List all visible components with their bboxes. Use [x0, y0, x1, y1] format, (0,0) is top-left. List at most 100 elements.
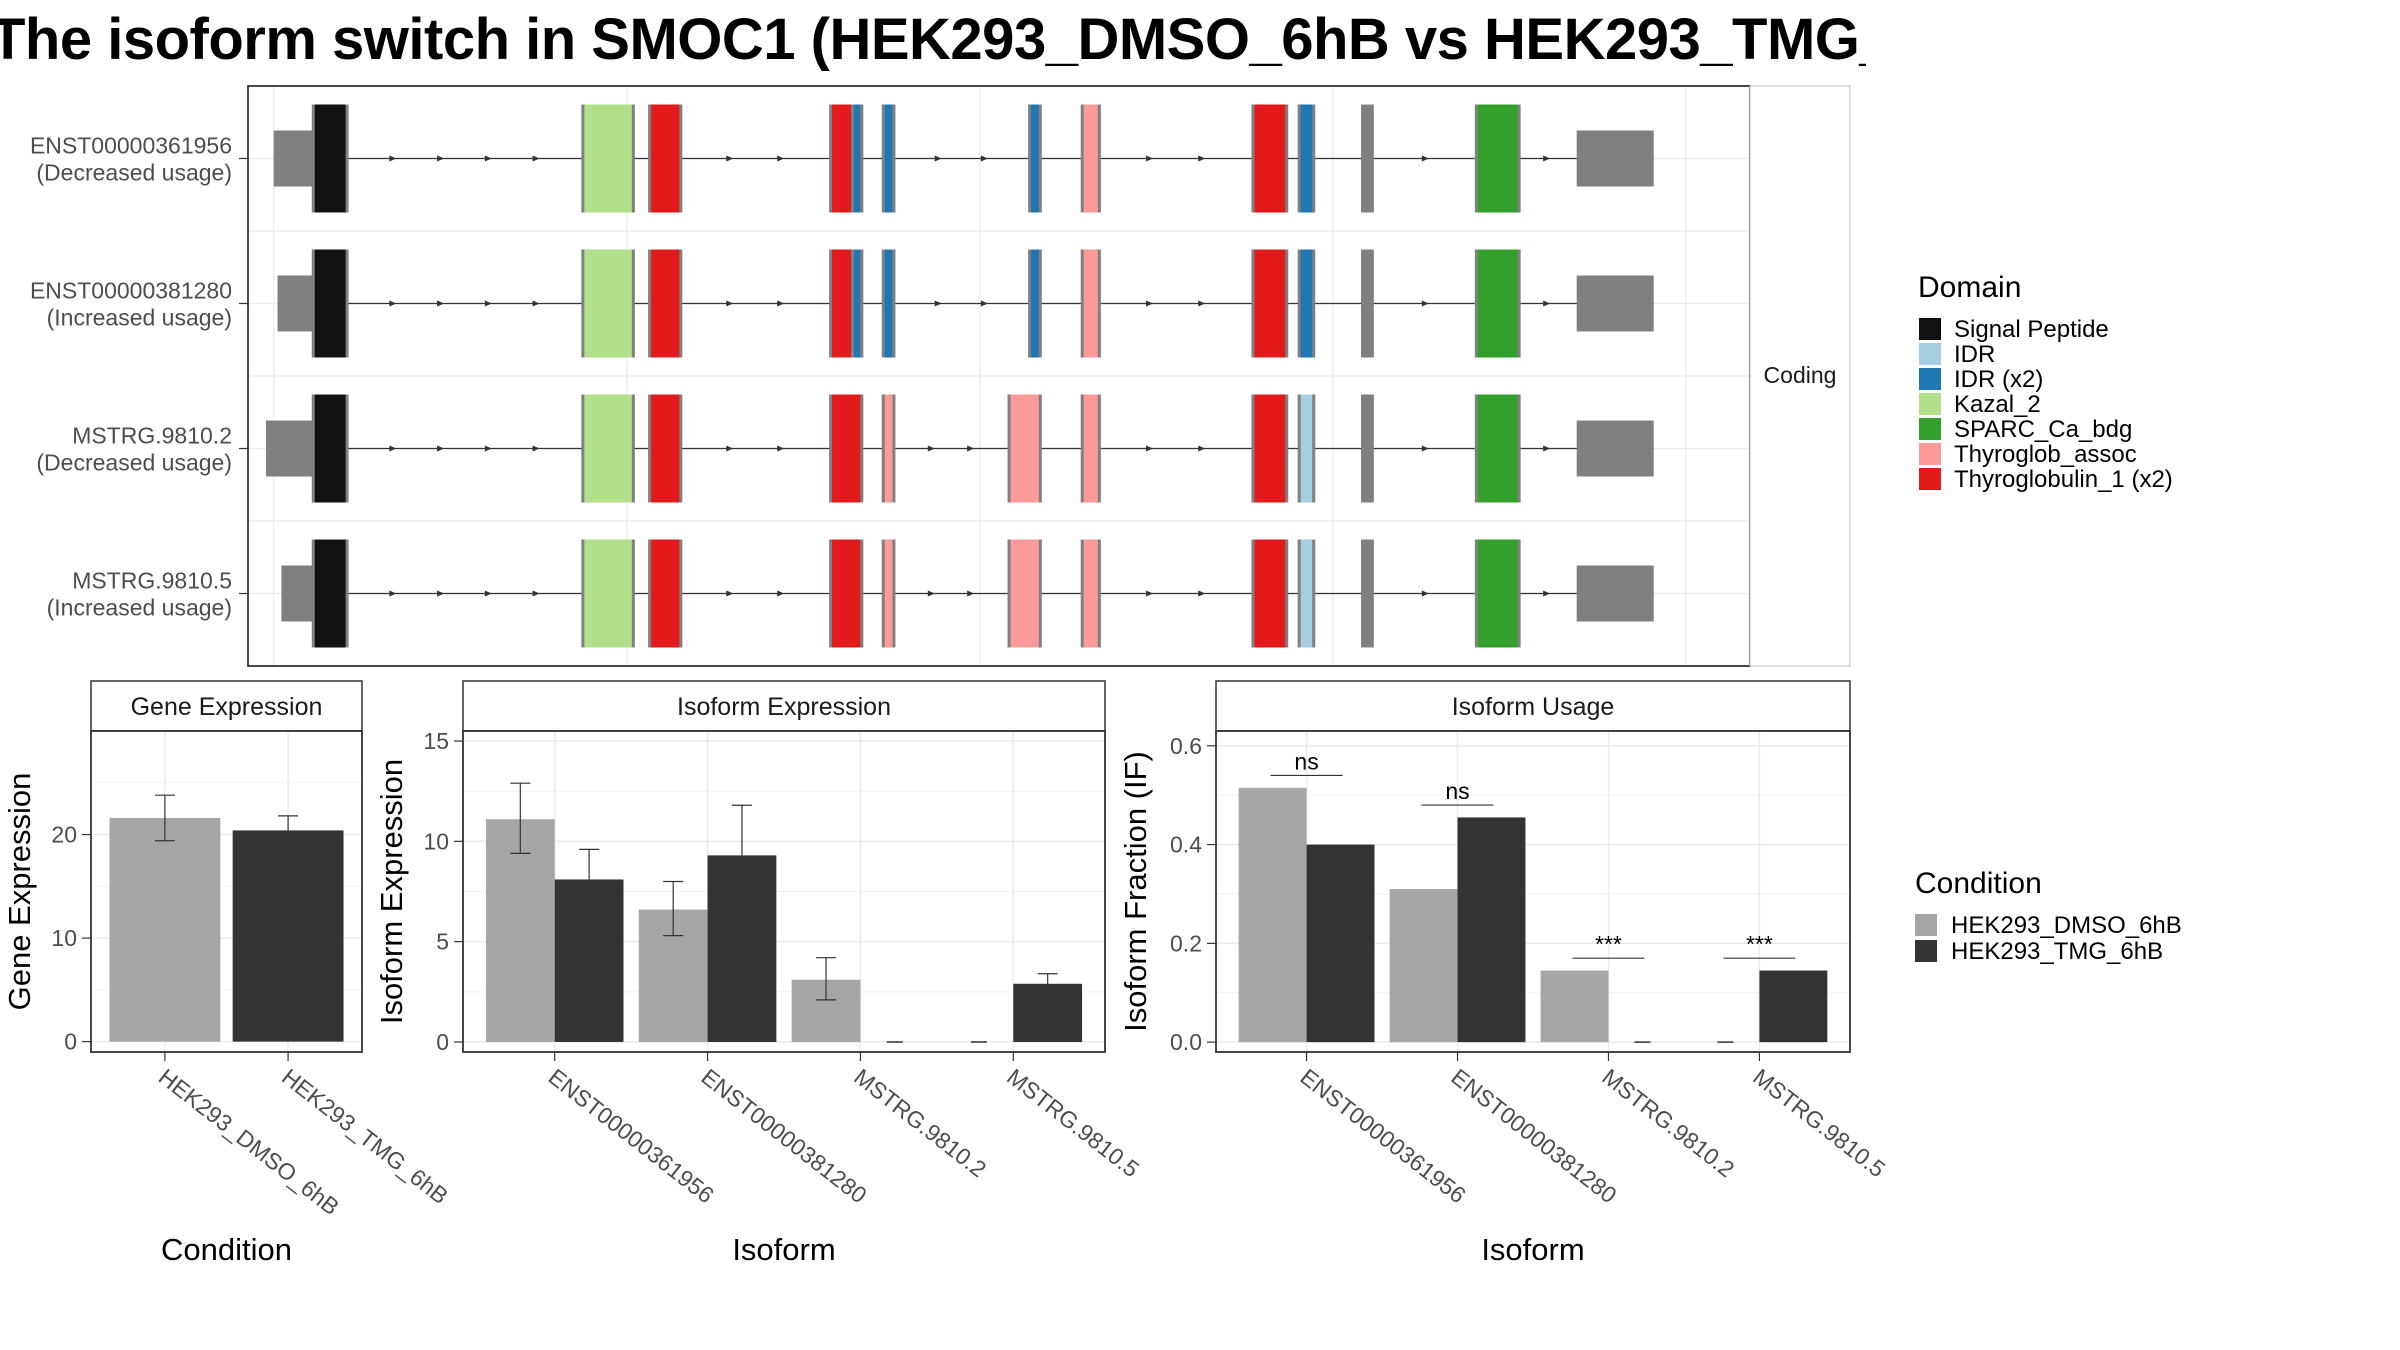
intron-arrow [389, 300, 397, 307]
intron-arrow [777, 445, 785, 452]
domain-segment [832, 104, 854, 213]
exon [277, 275, 315, 332]
significance-label: *** [1595, 931, 1622, 957]
exon [1361, 249, 1374, 358]
intron-arrow [1146, 445, 1154, 452]
exon [1576, 275, 1654, 332]
exon [281, 565, 315, 622]
intron-arrow [1146, 590, 1154, 597]
exon [265, 420, 315, 477]
exon [1576, 565, 1654, 622]
transcript-label: ENST00000381280(Increased usage) [30, 278, 232, 331]
structure-strip [1749, 85, 1851, 667]
domain-legend-swatch [1919, 468, 1941, 490]
transcript-label: ENST00000361956(Decreased usage) [30, 133, 232, 186]
intron-arrow [777, 155, 785, 162]
intron-arrow [532, 445, 540, 452]
y-tick-label: 0 [436, 1029, 449, 1055]
intron-arrow [389, 155, 397, 162]
significance-label: ns [1445, 778, 1469, 804]
domain-segment [1300, 539, 1313, 648]
chart-2: Isoform Usage 0.0 0.2 0.4 0.6 ns ns *** *** ENST0… [1118, 680, 1890, 1267]
condition-legend-swatch [1915, 914, 1937, 936]
domain-segment [1300, 104, 1313, 213]
x-axis-title: Isoform [1481, 1232, 1584, 1267]
y-tick-label: 0 [64, 1029, 77, 1055]
y-axis-title: Isoform Fraction (IF) [1118, 751, 1153, 1032]
domain-legend-label: Kazal_2 [1954, 391, 2041, 418]
domain-segment [651, 539, 680, 648]
transcript-name: ENST00000361956 [30, 133, 232, 159]
bar [1389, 889, 1458, 1043]
intron-arrow [967, 590, 975, 597]
x-tick-label: MSTRG.9810.5 [1002, 1063, 1144, 1182]
x-tick-label: ENST00000381280 [696, 1063, 871, 1208]
domain-segment [884, 539, 893, 648]
domain-segment [314, 249, 346, 358]
domain-legend-swatch [1919, 318, 1941, 340]
bar [232, 830, 344, 1042]
domain-legend-label: IDR [1954, 341, 1995, 368]
domain-legend-label: Thyroglob_assoc [1954, 441, 2137, 468]
panel-border [90, 730, 363, 1053]
intron-arrow [1543, 590, 1551, 597]
domain-segment [1031, 104, 1039, 213]
intron-arrow [1198, 590, 1206, 597]
domain-legend-label: Thyroglobulin_1 (x2) [1954, 466, 2173, 493]
domain-segment [1031, 249, 1039, 358]
transcript-usage: (Decreased usage) [36, 160, 232, 186]
intron-arrow [927, 445, 935, 452]
intron-arrow [1198, 155, 1206, 162]
domain-segment [1300, 249, 1313, 358]
intron-arrow [726, 155, 734, 162]
domain-segment [584, 249, 632, 358]
x-tick-label: MSTRG.9810.2 [1597, 1063, 1739, 1182]
domain-segment [1477, 104, 1518, 213]
intron-arrow [967, 445, 975, 452]
x-tick-label: ENST00000381280 [1446, 1063, 1621, 1208]
transcript-usage: (Decreased usage) [36, 450, 232, 476]
intron-arrow [777, 590, 785, 597]
exon [1361, 394, 1374, 503]
y-tick-label: 0.4 [1170, 832, 1202, 858]
intron-arrow [484, 155, 492, 162]
domain-legend-label: IDR (x2) [1954, 366, 2043, 393]
intron-arrow [532, 155, 540, 162]
domain-segment [832, 539, 861, 648]
domain-segment [1254, 394, 1286, 503]
transcript-usage: (Increased usage) [47, 305, 232, 331]
domain-legend-swatch [1919, 443, 1941, 465]
intron-arrow [934, 155, 942, 162]
bar [109, 817, 221, 1042]
exon [1361, 539, 1374, 648]
panel-strip [90, 680, 363, 732]
panel-strip [462, 680, 1106, 732]
intron-arrow [437, 590, 445, 597]
intron-arrow [980, 300, 988, 307]
title-clip: The isoform switch in SMOC1 (HEK293_DMSO… [0, 0, 1866, 90]
domain-segment [651, 104, 680, 213]
transcript-label: MSTRG.9810.5(Increased usage) [47, 568, 232, 621]
intron-arrow [726, 300, 734, 307]
intron-arrow [437, 445, 445, 452]
condition-legend-title: Condition [1915, 867, 2042, 900]
panel-title: Isoform Expression [677, 693, 891, 721]
intron-arrow [484, 590, 492, 597]
intron-arrow [532, 590, 540, 597]
domain-segment [1477, 539, 1518, 648]
domain-segment [584, 539, 632, 648]
domain-segment [1477, 249, 1518, 358]
domain-segment [1010, 539, 1039, 648]
domain-segment [651, 394, 680, 503]
intron-arrow [980, 155, 988, 162]
domain-segment [584, 394, 632, 503]
intron-arrow [1198, 445, 1206, 452]
transcript-name: MSTRG.9810.5 [72, 568, 232, 594]
domain-segment [1254, 104, 1286, 213]
bar [485, 819, 555, 1042]
domain-segment [314, 104, 346, 213]
domain-segment [884, 104, 893, 213]
domain-segment [314, 539, 346, 648]
x-axis-title: Isoform [732, 1232, 835, 1267]
x-tick-label: ENST00000361956 [544, 1063, 719, 1208]
